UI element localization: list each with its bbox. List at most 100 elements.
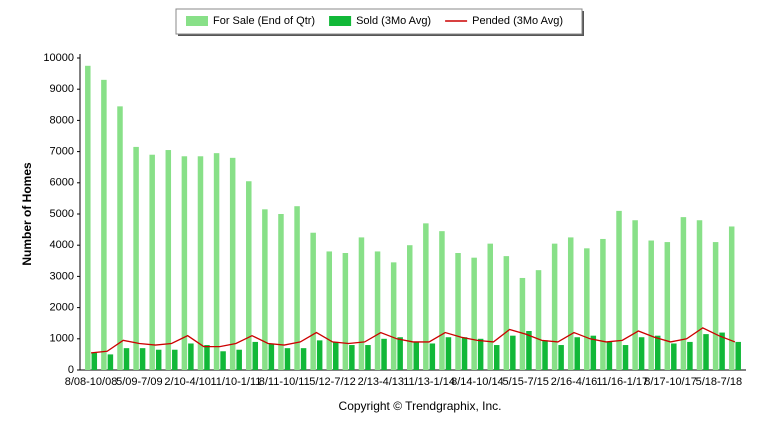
bar (172, 349, 178, 370)
x-tick-label: 2/16-4/16 (551, 376, 597, 388)
bar (390, 262, 397, 370)
bar (107, 354, 114, 370)
y-tick-label: 4000 (50, 239, 74, 251)
bar (358, 237, 365, 370)
bar (278, 214, 284, 370)
legend-label: Pended (3Mo Avg) (472, 15, 563, 27)
bar (326, 251, 333, 370)
bar (101, 79, 107, 370)
bar (526, 331, 532, 370)
x-tick-label: 5/12-7/12 (309, 376, 355, 388)
legend-label: For Sale (End of Qtr) (213, 15, 315, 27)
bar (181, 156, 188, 370)
bar (85, 65, 91, 371)
bar (294, 206, 300, 370)
bar (246, 181, 252, 370)
y-tick-label: 8000 (50, 114, 74, 126)
legend-swatch (186, 16, 208, 26)
bar (558, 345, 564, 370)
bar (342, 253, 349, 370)
bar (229, 157, 236, 370)
bar (606, 341, 613, 370)
y-tick-label: 2000 (50, 302, 74, 314)
bar (284, 348, 291, 370)
y-tick-label: 7000 (50, 146, 74, 158)
bar (648, 240, 654, 370)
y-tick-label: 6000 (50, 177, 74, 189)
bar (91, 352, 98, 370)
x-tick-label: 8/17-10/17 (644, 376, 697, 388)
bar (493, 345, 500, 370)
bar (365, 345, 371, 370)
bar (439, 231, 445, 370)
bar (155, 349, 162, 370)
bar (590, 335, 597, 370)
bar (461, 337, 468, 370)
bar (381, 338, 387, 370)
bar (423, 223, 429, 370)
bar (333, 341, 339, 370)
bar (616, 210, 622, 370)
bar (687, 341, 693, 370)
bar (477, 338, 484, 370)
bar (519, 277, 526, 370)
bar (133, 146, 139, 370)
legend-swatch (329, 16, 352, 26)
y-tick-label: 10000 (43, 52, 74, 64)
x-tick-label: 5/09-7/09 (116, 376, 162, 388)
bar (638, 337, 645, 370)
bar (455, 253, 461, 370)
bar (268, 343, 275, 370)
bar (671, 343, 677, 370)
bar (374, 251, 381, 370)
bar (316, 340, 323, 370)
bar (300, 348, 307, 370)
bar (654, 335, 661, 370)
bar (535, 270, 542, 370)
bar (719, 332, 725, 370)
bar (349, 345, 355, 370)
bar (632, 220, 638, 370)
bar (696, 220, 703, 370)
bar (407, 245, 413, 370)
y-tick-label: 1000 (50, 333, 74, 345)
x-tick-label: 5/18-7/18 (696, 376, 742, 388)
bar (703, 334, 709, 370)
bar (149, 154, 155, 370)
y-tick-label: 5000 (50, 208, 74, 220)
bar (471, 257, 477, 370)
x-tick-label: 2/10-4/10 (164, 376, 210, 388)
x-tick-label: 8/08-10/08 (65, 376, 118, 388)
line (90, 327, 736, 354)
bar (252, 341, 259, 370)
bar (262, 209, 268, 370)
bar (397, 337, 403, 370)
legend-label: Sold (3Mo Avg) (356, 15, 431, 27)
bar (117, 106, 123, 371)
bar (728, 226, 735, 370)
bar (413, 341, 419, 370)
bar (503, 256, 510, 370)
y-tick-label: 0 (68, 364, 74, 376)
x-tick-label: 11/16-1/17 (596, 376, 648, 388)
y-axis-label: Number of Homes (20, 162, 34, 266)
bar (574, 337, 580, 370)
bar (510, 335, 516, 370)
bar (487, 243, 493, 370)
bar (429, 343, 436, 370)
y-tick-label: 9000 (50, 83, 74, 95)
bar (664, 242, 671, 370)
bar (567, 237, 574, 370)
bar (680, 217, 687, 370)
y-tick-label: 3000 (50, 270, 74, 282)
x-tick-label: 5/15-7/15 (502, 376, 548, 388)
bar (197, 156, 204, 370)
bar (542, 340, 548, 370)
copyright: Copyright © Trendgraphix, Inc. (339, 399, 502, 413)
bar (551, 243, 558, 370)
legend (175, 8, 583, 35)
x-tick-label: 2/13-4/13 (358, 376, 404, 388)
bar (204, 345, 210, 370)
x-tick-label: 11/13-1/14 (403, 376, 455, 388)
